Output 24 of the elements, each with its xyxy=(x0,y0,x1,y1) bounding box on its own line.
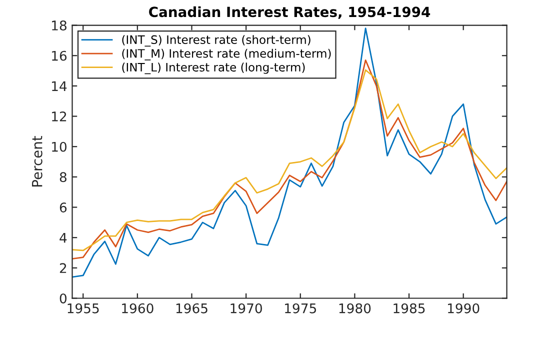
y-tick-label: 18 xyxy=(52,20,66,30)
legend-label: (INT_S) Interest rate (short-term) xyxy=(122,35,310,47)
legend-label: (INT_L) Interest rate (long-term) xyxy=(122,62,305,74)
y-axis-title: Percent xyxy=(32,136,42,187)
y-tick-label: 12 xyxy=(52,111,66,122)
x-tick-label: 1955 xyxy=(68,303,99,314)
x-tick-label: 1970 xyxy=(230,303,262,314)
y-tick-label: 16 xyxy=(52,50,67,61)
y-tick-label: 2 xyxy=(60,263,66,273)
x-tick-label: 1965 xyxy=(176,303,208,314)
y-tick-label: 0 xyxy=(60,293,67,304)
x-tick-label: 1990 xyxy=(448,303,480,314)
y-tick-label: 6 xyxy=(60,202,67,212)
y-tick-label: 14 xyxy=(52,81,67,91)
x-tick-label: 1980 xyxy=(339,303,371,314)
y-tick-label: 8 xyxy=(60,172,66,182)
y-tick-label: 4 xyxy=(60,232,67,243)
line-series xyxy=(72,28,507,278)
y-tick-label: 10 xyxy=(52,142,66,152)
x-tick-label: 1960 xyxy=(122,303,154,314)
chart-title: Canadian Interest Rates, 1954-1994 xyxy=(149,6,430,19)
legend-label: (INT_M) Interest rate (medium-term) xyxy=(122,48,331,60)
x-tick-label: 1985 xyxy=(394,303,425,314)
x-tick-label: 1975 xyxy=(285,303,316,314)
